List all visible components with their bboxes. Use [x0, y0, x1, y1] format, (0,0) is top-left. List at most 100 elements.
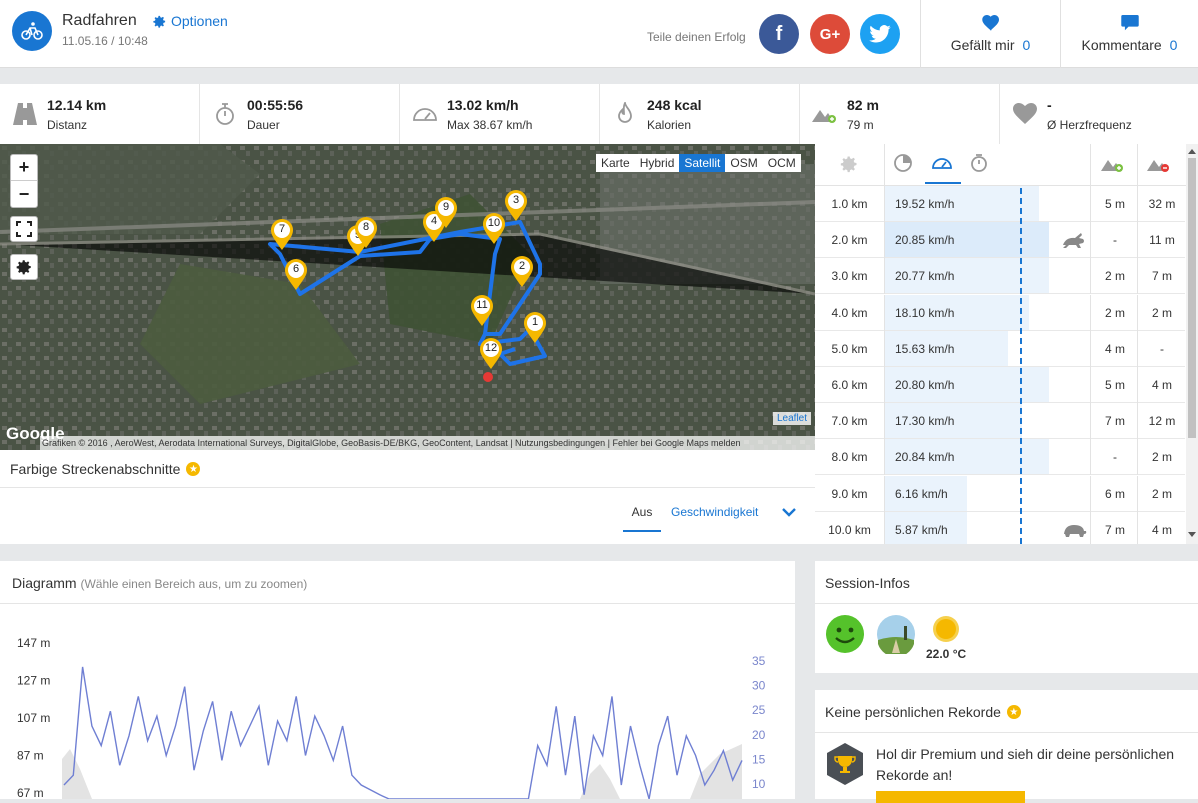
split-speed: 19.52 km/h	[895, 197, 955, 211]
split-elevation-loss: 32 m	[1148, 197, 1176, 211]
facebook-share-button[interactable]: f	[759, 14, 799, 54]
activity-title: Radfahren	[62, 12, 137, 29]
route-marker-10[interactable]: 10	[482, 213, 506, 245]
map-type-karte[interactable]: Karte	[601, 156, 630, 170]
chevron-down-icon[interactable]	[781, 506, 797, 518]
stat-value: 82 m	[847, 97, 879, 113]
comments-button[interactable]: Kommentare 0	[1061, 0, 1198, 68]
header-separator	[920, 0, 921, 68]
zoom-in-button[interactable]: +	[11, 155, 37, 181]
y-tick-right: 10	[752, 777, 766, 791]
options-button[interactable]: Optionen	[152, 13, 228, 29]
speedometer-icon[interactable]	[931, 153, 953, 173]
map-settings-button[interactable]	[10, 254, 38, 280]
split-row[interactable]: 8.0 km 20.84 km/h - 2 m	[815, 439, 1185, 476]
comment-icon	[1120, 15, 1139, 31]
table-scrollbar[interactable]	[1186, 144, 1198, 544]
split-speed: 20.80 km/h	[895, 378, 955, 392]
split-row[interactable]: 3.0 km 20.77 km/h 2 m 7 m	[815, 258, 1185, 295]
route-marker-12[interactable]: 12	[479, 338, 503, 370]
split-speed: 5.87 km/h	[895, 522, 948, 537]
divider	[815, 603, 1198, 604]
stat-heartrate: - Ø Herzfrequenz	[1000, 84, 1198, 144]
split-row[interactable]: 4.0 km 18.10 km/h 2 m 2 m	[815, 294, 1185, 331]
split-elevation-loss: 2 m	[1151, 305, 1172, 320]
route-marker-2[interactable]: 2	[510, 256, 534, 288]
facebook-icon: f	[775, 22, 783, 45]
route-marker-7[interactable]: 7	[270, 219, 294, 251]
premium-star-icon: ★	[186, 462, 201, 476]
diagram-panel: Diagramm (Wähle einen Bereich aus, um zu…	[0, 561, 795, 799]
cycling-avatar-icon	[12, 11, 52, 51]
diagram-title: Diagramm	[12, 575, 77, 591]
elevation-speed-chart[interactable]: 147 m 127 m 107 m 87 m 67 m 35 30 25 20 15 10	[0, 604, 795, 799]
split-distance: 2.0 km	[831, 233, 868, 248]
split-elevation-gain: 6 m	[1104, 486, 1125, 501]
y-tick-left: 67 m	[17, 786, 44, 799]
elevation-area	[62, 744, 742, 799]
split-elevation-gain: 7 m	[1104, 414, 1125, 429]
split-speed: 6.16 km/h	[895, 486, 948, 501]
split-elevation-gain: -	[1113, 450, 1117, 465]
map-type-hybrid[interactable]: Hybrid	[639, 156, 675, 170]
route-marker-3[interactable]: 3	[504, 190, 528, 222]
gear-icon	[16, 260, 31, 275]
route-marker-8[interactable]: 8	[354, 217, 378, 249]
speed-series-line	[63, 666, 743, 799]
route-map[interactable]: 123456789101112	[0, 144, 815, 450]
tab-speed[interactable]: Geschwindigkeit	[671, 505, 759, 519]
active-tab-indicator	[925, 182, 961, 184]
split-elevation-gain: 7 m	[1104, 522, 1125, 537]
elevation-loss-icon[interactable]	[1147, 155, 1171, 173]
speedometer-icon	[413, 108, 437, 121]
gear-icon[interactable]	[839, 154, 859, 174]
route-marker-1[interactable]: 1	[523, 312, 547, 344]
split-row[interactable]: 6.0 km 20.80 km/h 5 m 4 m	[815, 367, 1185, 403]
split-row[interactable]: 10.0 km 5.87 km/h 7 m 4 m	[815, 511, 1185, 544]
premium-star-icon: ★	[1006, 705, 1021, 719]
records-title: Keine persönlichen Rekorde	[825, 704, 1001, 720]
route-marker-11[interactable]: 11	[470, 295, 494, 327]
stopwatch-icon[interactable]	[969, 153, 989, 173]
split-row[interactable]: 7.0 km 17.30 km/h 7 m 12 m	[815, 403, 1185, 440]
scrollbar-thumb[interactable]	[1188, 158, 1196, 438]
stopwatch-icon	[216, 103, 234, 125]
stat-distance: 12.14 km Distanz	[0, 84, 200, 144]
map-pin-icon	[524, 312, 546, 343]
fullscreen-button[interactable]	[10, 216, 38, 242]
split-speed: 20.77 km/h	[895, 269, 955, 284]
split-row[interactable]: 5.0 km 15.63 km/h 4 m -	[815, 330, 1185, 367]
map-pin-icon	[285, 259, 307, 290]
tab-off[interactable]: Aus	[623, 505, 661, 532]
split-distance: 6.0 km	[831, 378, 868, 392]
twitter-share-button[interactable]	[860, 14, 900, 54]
map-attribution: Grafiken © 2016 , AeroWest, Aerodata Int…	[40, 436, 815, 450]
split-speed: 20.84 km/h	[895, 450, 955, 465]
elevation-gain-icon[interactable]	[1101, 155, 1125, 173]
map-type-osm[interactable]: OSM	[730, 156, 758, 170]
split-row[interactable]: 9.0 km 6.16 km/h 6 m 2 m	[815, 475, 1185, 512]
premium-button[interactable]	[876, 791, 1025, 803]
map-type-satellit[interactable]: Satellit	[679, 154, 726, 172]
split-elevation-loss: 4 m	[1151, 522, 1172, 537]
split-distance: 7.0 km	[831, 414, 868, 429]
split-row[interactable]: 1.0 km 19.52 km/h 5 m 32 m	[815, 186, 1185, 222]
route-marker-label: 2	[518, 260, 526, 272]
route-marker-6[interactable]: 6	[284, 259, 308, 291]
split-distance: 10.0 km	[828, 522, 871, 537]
route-marker-9[interactable]: 9	[434, 197, 458, 229]
pace-chart-icon[interactable]	[893, 153, 913, 173]
split-row[interactable]: 2.0 km 20.85 km/h - 11 m	[815, 222, 1185, 259]
map-type-switcher: Karte Hybrid Satellit OSM OCM	[596, 154, 801, 172]
y-tick-left: 87 m	[17, 749, 44, 763]
zoom-out-button[interactable]: −	[18, 183, 30, 204]
y-tick-right: 25	[752, 703, 766, 717]
like-count: 0	[1022, 37, 1031, 53]
scroll-up-icon[interactable]	[1188, 148, 1196, 154]
leaflet-link[interactable]: Leaflet	[773, 412, 812, 425]
google-plus-share-button[interactable]: G+	[810, 14, 850, 54]
like-button[interactable]: Gefällt mir 0	[921, 0, 1060, 68]
map-type-ocm[interactable]: OCM	[767, 156, 796, 170]
records-premium-text: Hol dir Premium und sieh dir deine persö…	[876, 746, 1175, 783]
scroll-down-icon[interactable]	[1188, 532, 1196, 538]
